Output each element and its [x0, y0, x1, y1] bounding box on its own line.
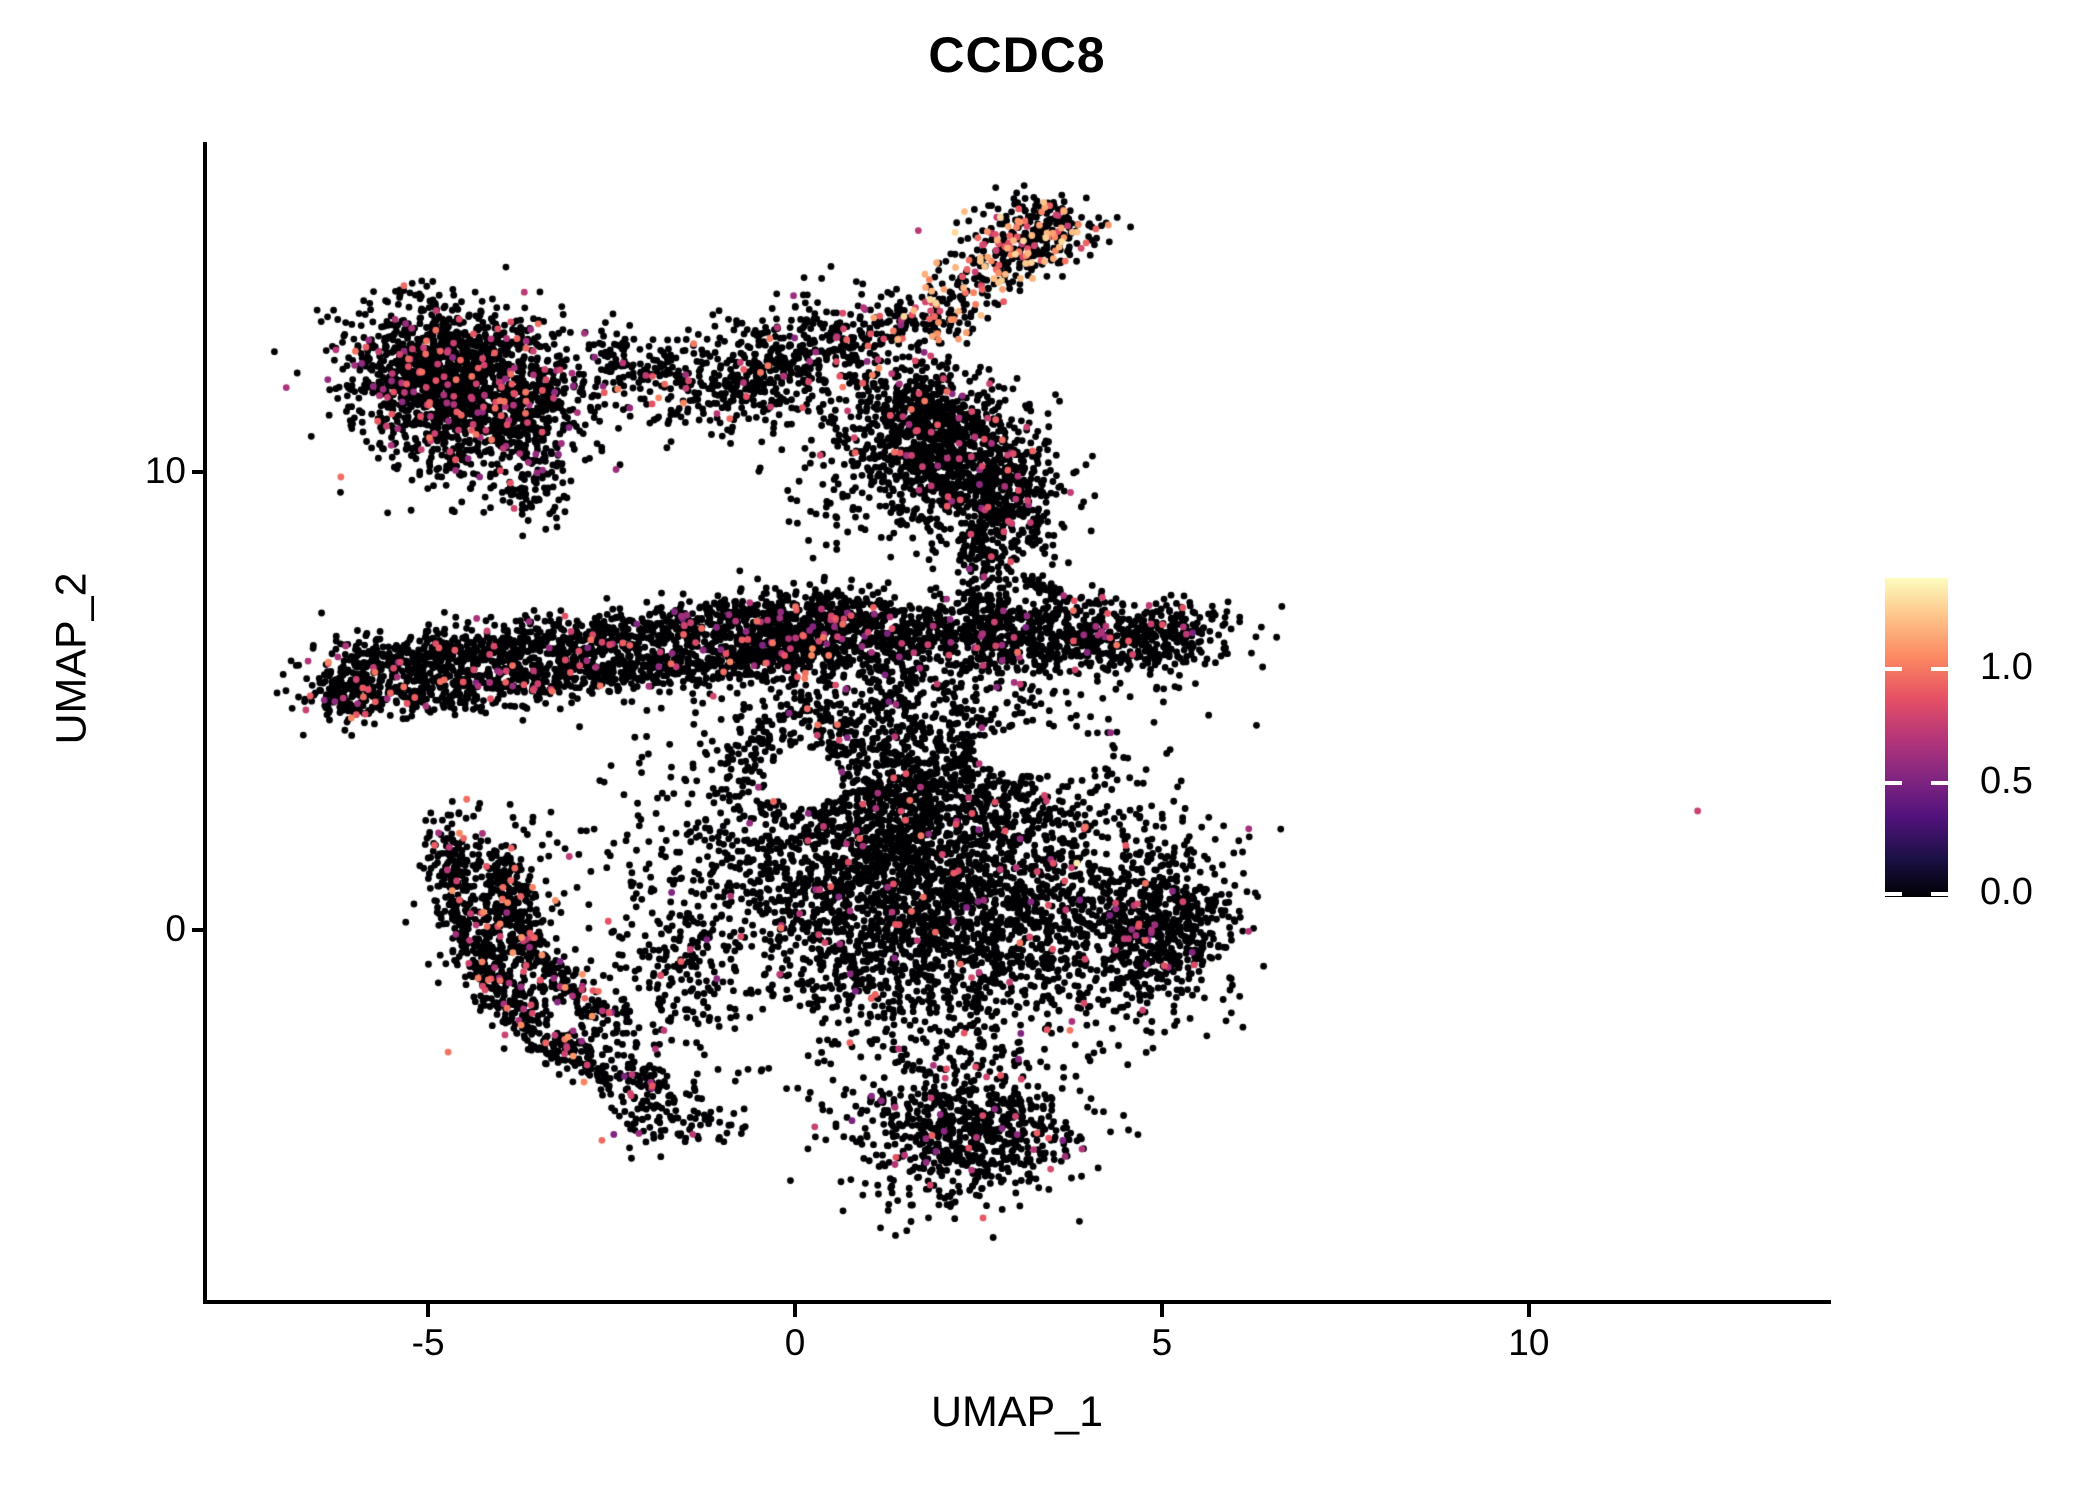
plot-title: CCDC8 — [928, 27, 1106, 83]
x-tick-mark — [426, 1304, 431, 1317]
y-axis-label: UMAP_2 — [47, 572, 96, 745]
y-tick-label: 10 — [144, 449, 186, 491]
y-tick-mark — [192, 469, 205, 474]
x-tick-mark — [793, 1304, 797, 1317]
x-tick-mark — [1159, 1304, 1164, 1317]
colorbar-tick-label: 0.0 — [1980, 871, 2033, 913]
y-tick-mark — [192, 927, 205, 932]
colorbar-tick-mark — [1885, 667, 1902, 672]
x-axis-label: UMAP_1 — [930, 1388, 1104, 1436]
x-tick-mark — [1526, 1304, 1531, 1317]
colorbar-legend: 0.0 0.5 1.0 — [1885, 578, 2100, 918]
colorbar-tick-label: 1.0 — [1980, 646, 2033, 689]
y-axis-line — [203, 142, 207, 1304]
colorbar-tick-mark — [1885, 781, 1902, 786]
x-tick-label: 10 — [1508, 1322, 1550, 1363]
colorbar-tick-mark — [1931, 667, 1948, 672]
x-tick-label: 5 — [1151, 1322, 1173, 1363]
colorbar-gradient — [1885, 578, 1948, 897]
colorbar-tick-mark — [1931, 781, 1948, 786]
x-tick-label: 0 — [784, 1322, 806, 1363]
x-axis-line — [203, 1300, 1831, 1304]
colorbar-tick-mark — [1931, 892, 1948, 896]
colorbar-tick-label: 0.5 — [1980, 760, 2033, 803]
colorbar-tick-mark — [1885, 892, 1902, 896]
y-tick-label: 0 — [165, 907, 186, 949]
x-tick-label: -5 — [411, 1322, 445, 1363]
